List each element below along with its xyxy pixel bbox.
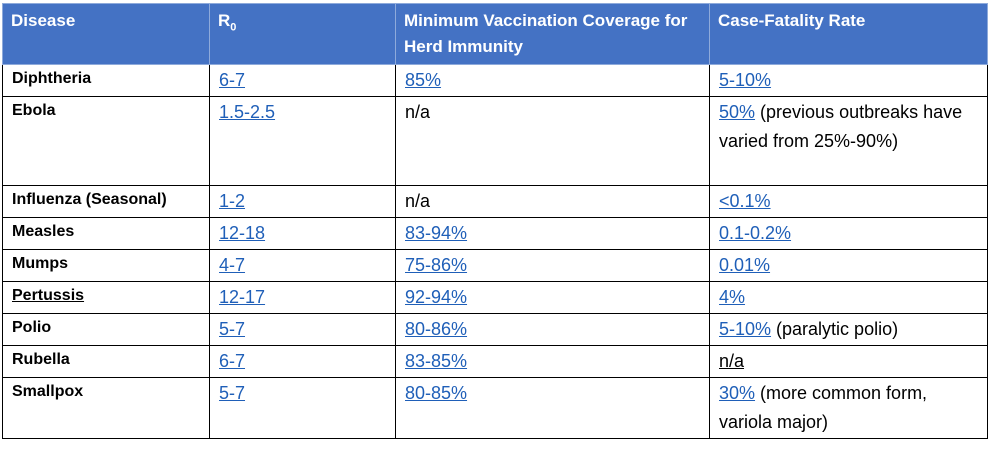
disease-name: Smallpox (2, 377, 210, 439)
header-disease: Disease (2, 3, 210, 65)
cfr-link[interactable]: 0.01% (719, 255, 771, 275)
table-row: Measles 12-18 83-94% 0.1-0.2% (2, 217, 988, 250)
header-row: Disease R0 Minimum Vaccination Coverage … (2, 3, 988, 65)
r0-link[interactable]: 12-17 (219, 287, 266, 307)
disease-name: Mumps (2, 249, 210, 282)
r0-link[interactable]: 6-7 (219, 70, 246, 90)
header-coverage: Minimum Vaccination Coverage for Herd Im… (395, 3, 710, 65)
disease-name-link[interactable]: Pertussis (12, 287, 85, 304)
cfr-note: (paralytic polio) (771, 319, 899, 339)
disease-name: Measles (2, 217, 210, 250)
disease-name: Influenza (Seasonal) (2, 185, 210, 218)
table-row: Pertussis 12-17 92-94% 4% (2, 281, 988, 314)
table-row: Diphtheria 6-7 85% 5-10% (2, 64, 988, 97)
r0-link[interactable]: 5-7 (219, 319, 246, 339)
r0-link[interactable]: 1.5-2.5 (219, 102, 276, 122)
r0-link[interactable]: 4-7 (219, 255, 246, 275)
cfr-link[interactable]: <0.1% (719, 191, 771, 211)
table-row: Rubella 6-7 83-85% n/a (2, 345, 988, 378)
cfr-link[interactable]: 50% (719, 102, 756, 122)
disease-name: Diphtheria (2, 64, 210, 97)
coverage-link[interactable]: 80-85% (405, 383, 468, 403)
r0-link[interactable]: 5-7 (219, 383, 246, 403)
coverage-link[interactable]: 83-85% (405, 351, 468, 371)
coverage-value: n/a (405, 102, 431, 122)
disease-name: Rubella (2, 345, 210, 378)
disease-name: Ebola (2, 96, 210, 186)
coverage-link[interactable]: 85% (405, 70, 442, 90)
cfr-link[interactable]: 30% (719, 383, 756, 403)
disease-table: Disease R0 Minimum Vaccination Coverage … (2, 3, 988, 439)
table-row: Mumps 4-7 75-86% 0.01% (2, 249, 988, 282)
cfr-link[interactable]: 5-10% (719, 319, 772, 339)
table-row: Ebola 1.5-2.5 n/a 50% (previous outbreak… (2, 96, 988, 186)
table-header: Disease R0 Minimum Vaccination Coverage … (2, 3, 988, 65)
header-cfr: Case-Fatality Rate (709, 3, 988, 65)
cfr-link[interactable]: 0.1-0.2% (719, 223, 792, 243)
coverage-link[interactable]: 75-86% (405, 255, 468, 275)
header-r0-subscript: 0 (230, 21, 237, 34)
table-row: Influenza (Seasonal) 1-2 n/a <0.1% (2, 185, 988, 218)
table-row: Polio 5-7 80-86% 5-10% (paralytic polio) (2, 313, 988, 346)
coverage-link[interactable]: 80-86% (405, 319, 468, 339)
table-row: Smallpox 5-7 80-85% 30% (more common for… (2, 377, 988, 439)
cfr-link[interactable]: n/a (719, 351, 745, 371)
coverage-link[interactable]: 83-94% (405, 223, 468, 243)
coverage-link[interactable]: 92-94% (405, 287, 468, 307)
header-r0: R0 (209, 3, 396, 65)
header-r0-base: R (218, 11, 231, 30)
r0-link[interactable]: 12-18 (219, 223, 266, 243)
r0-link[interactable]: 1-2 (219, 191, 246, 211)
cfr-note: (more common form, variola major) (719, 383, 928, 432)
cfr-note: (previous outbreaks have varied from 25%… (719, 102, 963, 151)
coverage-value: n/a (405, 191, 431, 211)
cfr-link[interactable]: 4% (719, 287, 746, 307)
cfr-link[interactable]: 5-10% (719, 70, 772, 90)
disease-name: Polio (2, 313, 210, 346)
r0-link[interactable]: 6-7 (219, 351, 246, 371)
